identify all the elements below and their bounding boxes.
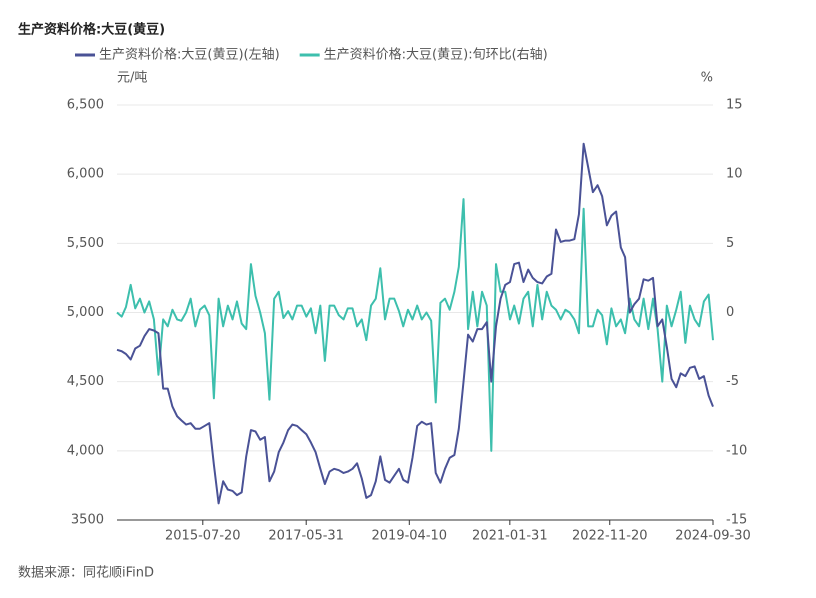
x-tick-label: 2021-01-31 (472, 529, 548, 544)
series-line (116, 198, 714, 452)
y2-tick-label: 0 (726, 305, 734, 320)
y2-tick-label: 5 (726, 236, 734, 251)
y-tick-label: 6,500 (67, 98, 104, 113)
legend-label: 生产资料价格:大豆(黄豆):旬环比(右轴) (324, 47, 548, 63)
y2-tick-label: 10 (726, 167, 743, 182)
source-note: 数据来源：同花顺iFinD (18, 565, 154, 581)
y-tick-label: 5,500 (67, 236, 104, 251)
y-tick-label: 3500 (71, 513, 104, 528)
y-tick-label: 5,000 (67, 305, 104, 320)
legend-label: 生产资料价格:大豆(黄豆)(左轴) (99, 47, 280, 63)
y2-tick-label: 15 (726, 98, 743, 113)
y2-tick-label: -5 (726, 374, 739, 389)
x-tick-label: 2019-04-10 (372, 529, 448, 544)
y-tick-label: 6,000 (67, 167, 104, 182)
y-tick-label: 4,000 (67, 443, 104, 458)
y2-tick-label: -15 (726, 513, 747, 528)
x-tick-label: 2017-05-31 (268, 529, 344, 544)
chart-title: 生产资料价格:大豆(黄豆) (18, 22, 165, 38)
y2-axis-unit: % (701, 71, 713, 86)
y-axis-unit: 元/吨 (117, 71, 147, 86)
series-line (116, 142, 714, 505)
x-tick-label: 2015-07-20 (165, 529, 241, 544)
x-tick-label: 2022-11-20 (572, 529, 648, 544)
y2-tick-label: -10 (726, 443, 747, 458)
y-tick-label: 4,500 (67, 374, 104, 389)
x-tick-label: 2024-09-30 (675, 529, 751, 544)
